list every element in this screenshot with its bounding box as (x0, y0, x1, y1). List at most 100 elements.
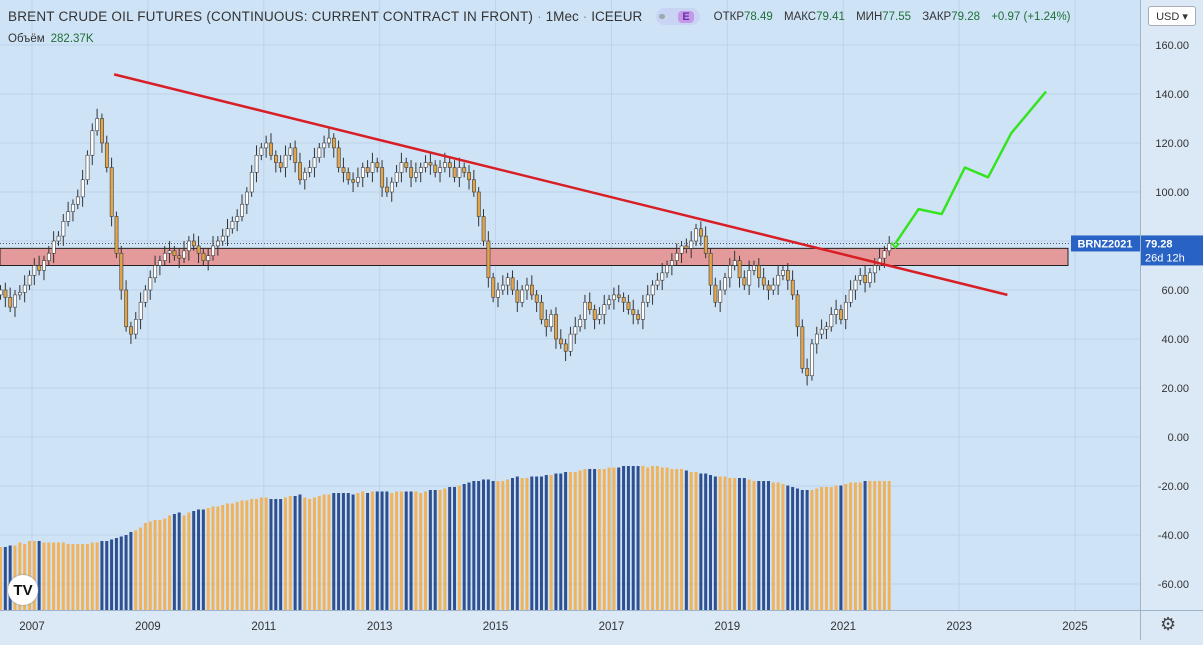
volume-bar (602, 469, 606, 610)
candle (341, 167, 346, 173)
volume-bar (66, 544, 70, 610)
volume-bar (713, 476, 717, 610)
volume-bar (636, 466, 640, 610)
volume-bar (477, 481, 481, 610)
symbol-title[interactable]: BRENT CRUDE OIL FUTURES (CONTINUOUS: CUR… (8, 9, 534, 24)
volume-bar (868, 481, 872, 610)
candle (331, 137, 336, 149)
high-value: 79.41 (816, 10, 845, 23)
volume-bar (366, 493, 370, 610)
candle (196, 245, 201, 254)
candle (302, 172, 307, 181)
candle (655, 279, 660, 286)
tradingview-logo-icon[interactable]: TV (8, 575, 38, 605)
candle (100, 118, 104, 144)
candle (317, 147, 322, 158)
candle (660, 272, 665, 281)
candle (872, 265, 877, 274)
volume-bar (385, 491, 389, 610)
candle (573, 326, 578, 335)
volume-bar (245, 500, 249, 610)
candle (805, 368, 810, 377)
candle (438, 167, 443, 173)
volume-bar (100, 541, 104, 610)
candle (858, 274, 863, 281)
volume-bar (810, 490, 814, 610)
currency-selector[interactable]: USD ▾ (1148, 6, 1196, 26)
candle (0, 289, 3, 296)
volume-bar (172, 514, 176, 610)
volume-bar (882, 481, 886, 610)
candle (568, 333, 573, 352)
candle (240, 203, 245, 217)
volume-bar (438, 490, 442, 610)
axis-corner (1140, 610, 1203, 640)
volume-bar (399, 491, 403, 610)
interval-label[interactable]: 1Мес (545, 9, 579, 24)
volume-value: 282.37K (50, 33, 94, 45)
candle (578, 319, 583, 328)
volume-bar (61, 542, 65, 610)
candle (230, 221, 235, 230)
low-label: МИН (856, 10, 883, 23)
candle (225, 228, 230, 237)
volume-bar (878, 481, 882, 610)
candle (114, 216, 119, 254)
candle (819, 328, 824, 335)
volume-bar (496, 481, 500, 610)
volume-bar (820, 487, 824, 610)
x-tick-label: 2007 (19, 621, 45, 633)
volume-bar (568, 472, 572, 610)
time-axis[interactable]: 2007 2009 2011 2013 2015 2017 2019 2021 2023 2025 (0, 610, 1140, 640)
y-tick-label: -60.00 (1158, 579, 1189, 591)
candle (394, 172, 399, 183)
candle (800, 326, 805, 369)
volume-bar (105, 541, 109, 610)
volume-bar (554, 473, 558, 610)
candle (689, 240, 694, 249)
candle (51, 240, 56, 254)
volume-bar (689, 472, 693, 610)
candle (539, 301, 544, 320)
volume-bar (409, 491, 413, 610)
candle (143, 289, 148, 303)
volume-bar (206, 508, 210, 610)
candle (22, 284, 27, 293)
volume-bar (622, 466, 626, 610)
candle (534, 294, 539, 303)
volume-bar (230, 503, 234, 610)
volume-bar (0, 547, 2, 610)
chart-area[interactable]: BRNZ2021 (0, 0, 1140, 610)
candle (457, 167, 462, 178)
volume-bar (800, 490, 804, 610)
candle (259, 147, 264, 156)
price-axis[interactable]: 160.00140.00120.00100.0080.0060.0040.002… (1140, 0, 1203, 610)
volume-bar (467, 482, 471, 610)
volume-bar (853, 482, 857, 610)
candle (264, 142, 269, 149)
candle (27, 274, 32, 286)
volume-bar (293, 496, 297, 610)
candle (583, 301, 587, 320)
earnings-badge-letter: E (678, 10, 694, 23)
x-tick-label: 2019 (715, 621, 741, 633)
candle (636, 314, 641, 320)
candle (172, 250, 177, 257)
earnings-badge[interactable]: E (656, 8, 700, 25)
candle (491, 277, 496, 298)
volume-bar (718, 476, 722, 610)
volume-bar (32, 541, 36, 610)
y-tick-label: 60.00 (1161, 285, 1189, 297)
volume-bar (303, 497, 307, 610)
candle (723, 277, 728, 291)
candle (423, 162, 428, 168)
volume-bar (424, 491, 428, 610)
volume-bar (390, 493, 394, 610)
gear-icon[interactable]: ⚙ (1160, 614, 1177, 634)
volume-label[interactable]: Объём (8, 33, 45, 45)
candle (356, 177, 360, 183)
candle (42, 260, 46, 271)
y-tick-label: -20.00 (1158, 481, 1189, 493)
volume-bar (129, 532, 133, 610)
volume-bar (626, 466, 630, 610)
